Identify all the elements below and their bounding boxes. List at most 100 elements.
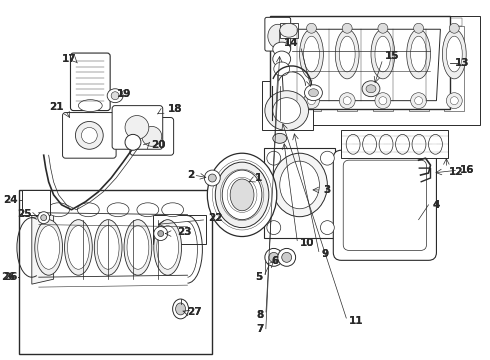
Text: 7: 7 xyxy=(256,324,264,334)
Ellipse shape xyxy=(38,212,49,224)
Ellipse shape xyxy=(207,153,277,237)
Ellipse shape xyxy=(371,29,395,79)
Ellipse shape xyxy=(265,248,283,266)
Ellipse shape xyxy=(429,134,442,154)
Bar xyxy=(19,190,212,354)
Text: 13: 13 xyxy=(455,58,470,68)
FancyBboxPatch shape xyxy=(130,117,173,155)
Ellipse shape xyxy=(125,116,149,139)
Text: 27: 27 xyxy=(188,307,202,317)
Text: 17: 17 xyxy=(62,54,76,64)
Bar xyxy=(270,16,450,109)
Text: 12: 12 xyxy=(448,167,463,177)
Text: 5: 5 xyxy=(256,272,263,282)
Ellipse shape xyxy=(299,29,323,79)
Bar xyxy=(341,130,448,158)
Ellipse shape xyxy=(81,127,97,143)
Ellipse shape xyxy=(411,36,426,72)
Ellipse shape xyxy=(125,134,141,150)
Ellipse shape xyxy=(343,97,351,105)
Text: 27: 27 xyxy=(188,307,202,317)
Text: 24: 24 xyxy=(3,195,18,205)
Ellipse shape xyxy=(35,220,63,275)
Ellipse shape xyxy=(309,89,318,97)
Text: 6: 6 xyxy=(272,256,279,266)
Ellipse shape xyxy=(415,97,422,105)
Ellipse shape xyxy=(124,220,152,275)
Ellipse shape xyxy=(273,98,300,123)
Ellipse shape xyxy=(94,220,122,275)
Text: 13: 13 xyxy=(455,58,470,68)
Text: 14: 14 xyxy=(284,38,298,48)
Text: 23: 23 xyxy=(177,226,192,237)
Bar xyxy=(373,26,393,111)
Polygon shape xyxy=(280,29,441,101)
Bar xyxy=(153,215,206,244)
Ellipse shape xyxy=(38,226,60,269)
Ellipse shape xyxy=(68,226,89,269)
Bar xyxy=(446,18,462,26)
Text: 11: 11 xyxy=(349,316,364,326)
Bar xyxy=(303,18,319,26)
Ellipse shape xyxy=(375,36,391,72)
Text: 6: 6 xyxy=(272,256,279,266)
Text: 1: 1 xyxy=(255,173,262,183)
Ellipse shape xyxy=(273,134,287,143)
Text: 19: 19 xyxy=(117,89,131,99)
Ellipse shape xyxy=(204,170,220,186)
Ellipse shape xyxy=(175,303,186,315)
Text: 25: 25 xyxy=(17,209,32,219)
Text: 16: 16 xyxy=(460,165,475,175)
Ellipse shape xyxy=(411,93,426,109)
Text: 18: 18 xyxy=(168,104,182,114)
Ellipse shape xyxy=(308,97,316,105)
Ellipse shape xyxy=(222,170,262,220)
FancyBboxPatch shape xyxy=(112,105,163,149)
Ellipse shape xyxy=(346,134,360,154)
Text: 5: 5 xyxy=(256,272,263,282)
Ellipse shape xyxy=(303,93,319,109)
Text: 15: 15 xyxy=(385,51,399,61)
Text: 26: 26 xyxy=(1,272,16,282)
Ellipse shape xyxy=(172,299,189,319)
Text: 12: 12 xyxy=(448,167,463,177)
Ellipse shape xyxy=(395,134,410,154)
Ellipse shape xyxy=(41,215,47,221)
Ellipse shape xyxy=(273,42,291,56)
Text: 3: 3 xyxy=(323,185,331,195)
Text: 21: 21 xyxy=(49,102,64,112)
Text: 7: 7 xyxy=(256,324,264,334)
Ellipse shape xyxy=(272,153,327,217)
Text: 11: 11 xyxy=(349,316,364,326)
Ellipse shape xyxy=(65,220,92,275)
Text: 18: 18 xyxy=(168,104,182,114)
Ellipse shape xyxy=(107,203,129,217)
Ellipse shape xyxy=(75,121,103,149)
Ellipse shape xyxy=(142,126,162,146)
Text: 2: 2 xyxy=(188,170,195,180)
Ellipse shape xyxy=(280,23,297,37)
Ellipse shape xyxy=(273,51,291,67)
Ellipse shape xyxy=(412,134,426,154)
Ellipse shape xyxy=(208,174,216,182)
Ellipse shape xyxy=(442,29,466,79)
Text: 22: 22 xyxy=(208,213,223,223)
Ellipse shape xyxy=(450,97,458,105)
Bar xyxy=(264,148,335,238)
Text: 21: 21 xyxy=(49,102,64,112)
Ellipse shape xyxy=(154,226,168,240)
Ellipse shape xyxy=(446,93,462,109)
Ellipse shape xyxy=(366,85,376,93)
Ellipse shape xyxy=(278,248,295,266)
Text: 20: 20 xyxy=(151,140,165,150)
Text: 19: 19 xyxy=(117,89,131,99)
Bar xyxy=(409,26,429,111)
Ellipse shape xyxy=(378,23,388,33)
Bar xyxy=(22,190,49,215)
Bar xyxy=(375,18,391,26)
Ellipse shape xyxy=(307,23,317,33)
Ellipse shape xyxy=(97,226,119,269)
Ellipse shape xyxy=(379,97,387,105)
Bar xyxy=(411,18,426,26)
Text: 10: 10 xyxy=(299,238,314,248)
